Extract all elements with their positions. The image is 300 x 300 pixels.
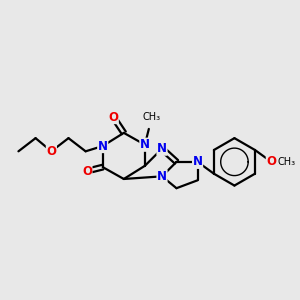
Text: O: O — [266, 155, 276, 168]
Text: O: O — [108, 111, 118, 124]
Text: CH₃: CH₃ — [142, 112, 160, 122]
Text: N: N — [193, 155, 202, 168]
Text: N: N — [98, 140, 108, 152]
Text: N: N — [140, 138, 150, 151]
Text: CH₃: CH₃ — [278, 157, 296, 167]
Text: O: O — [82, 165, 92, 178]
Text: N: N — [157, 170, 167, 183]
Text: O: O — [46, 145, 56, 158]
Text: N: N — [157, 142, 167, 155]
